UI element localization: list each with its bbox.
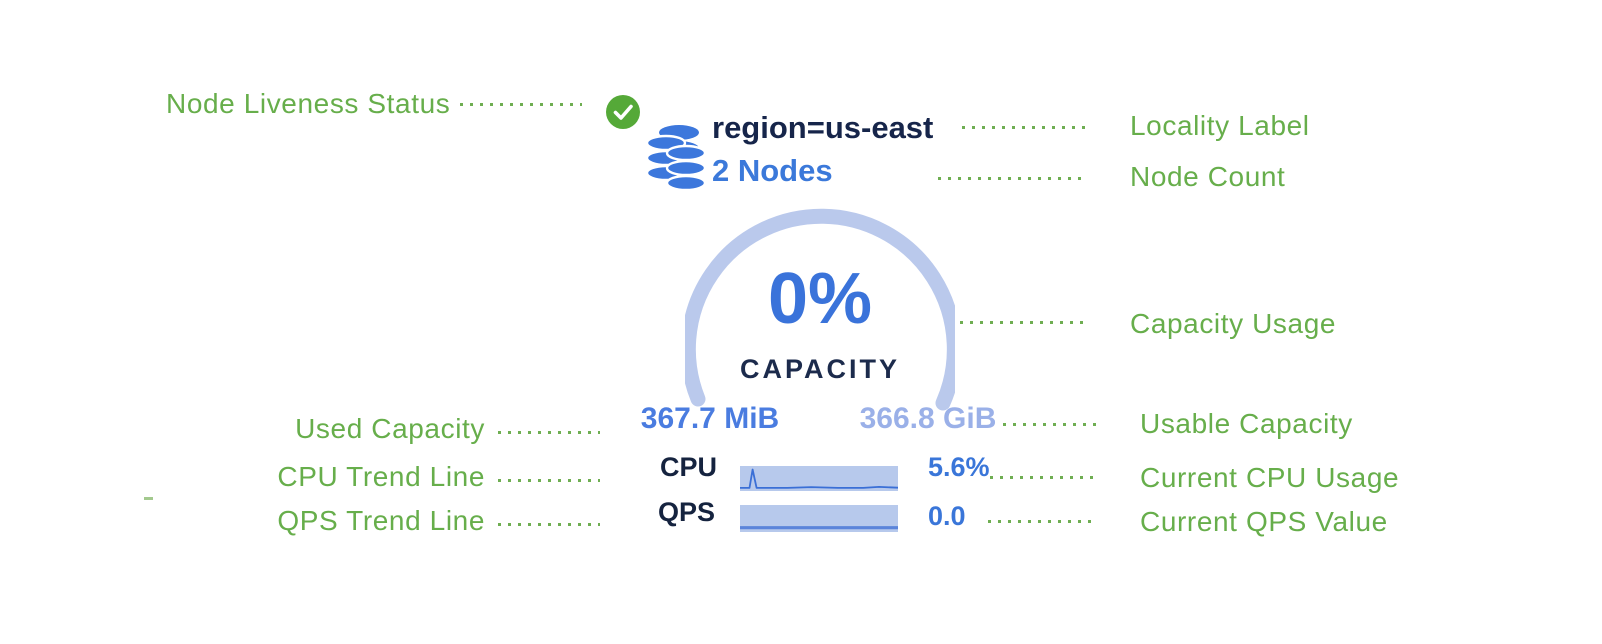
capacity-caption: CAPACITY (739, 354, 900, 384)
locality-label: region=us-east (712, 110, 934, 145)
annotation-usable-capacity: Usable Capacity (1140, 408, 1353, 439)
used-capacity-value: 367.7 MiB (640, 402, 780, 435)
usable-capacity-value: 366.8 GiB (859, 402, 997, 435)
leader-usable-capacity (1003, 423, 1097, 426)
current-qps-value: 0.0 (928, 501, 966, 531)
leader-capacity-usage (950, 321, 1088, 324)
annotation-current-cpu-usage: Current CPU Usage (1140, 462, 1400, 493)
cpu-trend-sparkline (740, 466, 898, 491)
leader-node-count (938, 177, 1088, 180)
cpu-label: CPU (660, 452, 718, 482)
check-icon (606, 95, 640, 129)
stray-dash (144, 497, 153, 500)
capacity-usage-percent: 0% (767, 259, 873, 339)
leader-cpu-trend (498, 479, 600, 482)
annotation-locality-label: Locality Label (1130, 110, 1310, 141)
database-icon (645, 125, 707, 192)
annotation-qps-trend-line: QPS Trend Line (277, 505, 485, 536)
leader-node-liveness (460, 103, 582, 106)
qps-trend-sparkline (740, 505, 898, 532)
qps-label: QPS (658, 497, 716, 527)
current-cpu-value: 5.6% (928, 452, 990, 482)
leader-current-cpu (990, 476, 1098, 479)
capacity-gauge-arc (685, 208, 955, 411)
annotation-node-liveness-status: Node Liveness Status (166, 88, 451, 119)
annotation-capacity-usage: Capacity Usage (1130, 308, 1337, 339)
leader-locality-label (962, 126, 1088, 129)
annotation-cpu-trend-line: CPU Trend Line (277, 461, 485, 492)
annotation-current-qps-value: Current QPS Value (1140, 506, 1388, 537)
leader-used-capacity (498, 431, 600, 434)
leader-qps-trend (498, 523, 600, 526)
leader-current-qps (988, 520, 1096, 523)
annotation-used-capacity: Used Capacity (295, 413, 485, 444)
node-count-label: 2 Nodes (712, 153, 833, 188)
annotation-node-count: Node Count (1130, 161, 1286, 192)
